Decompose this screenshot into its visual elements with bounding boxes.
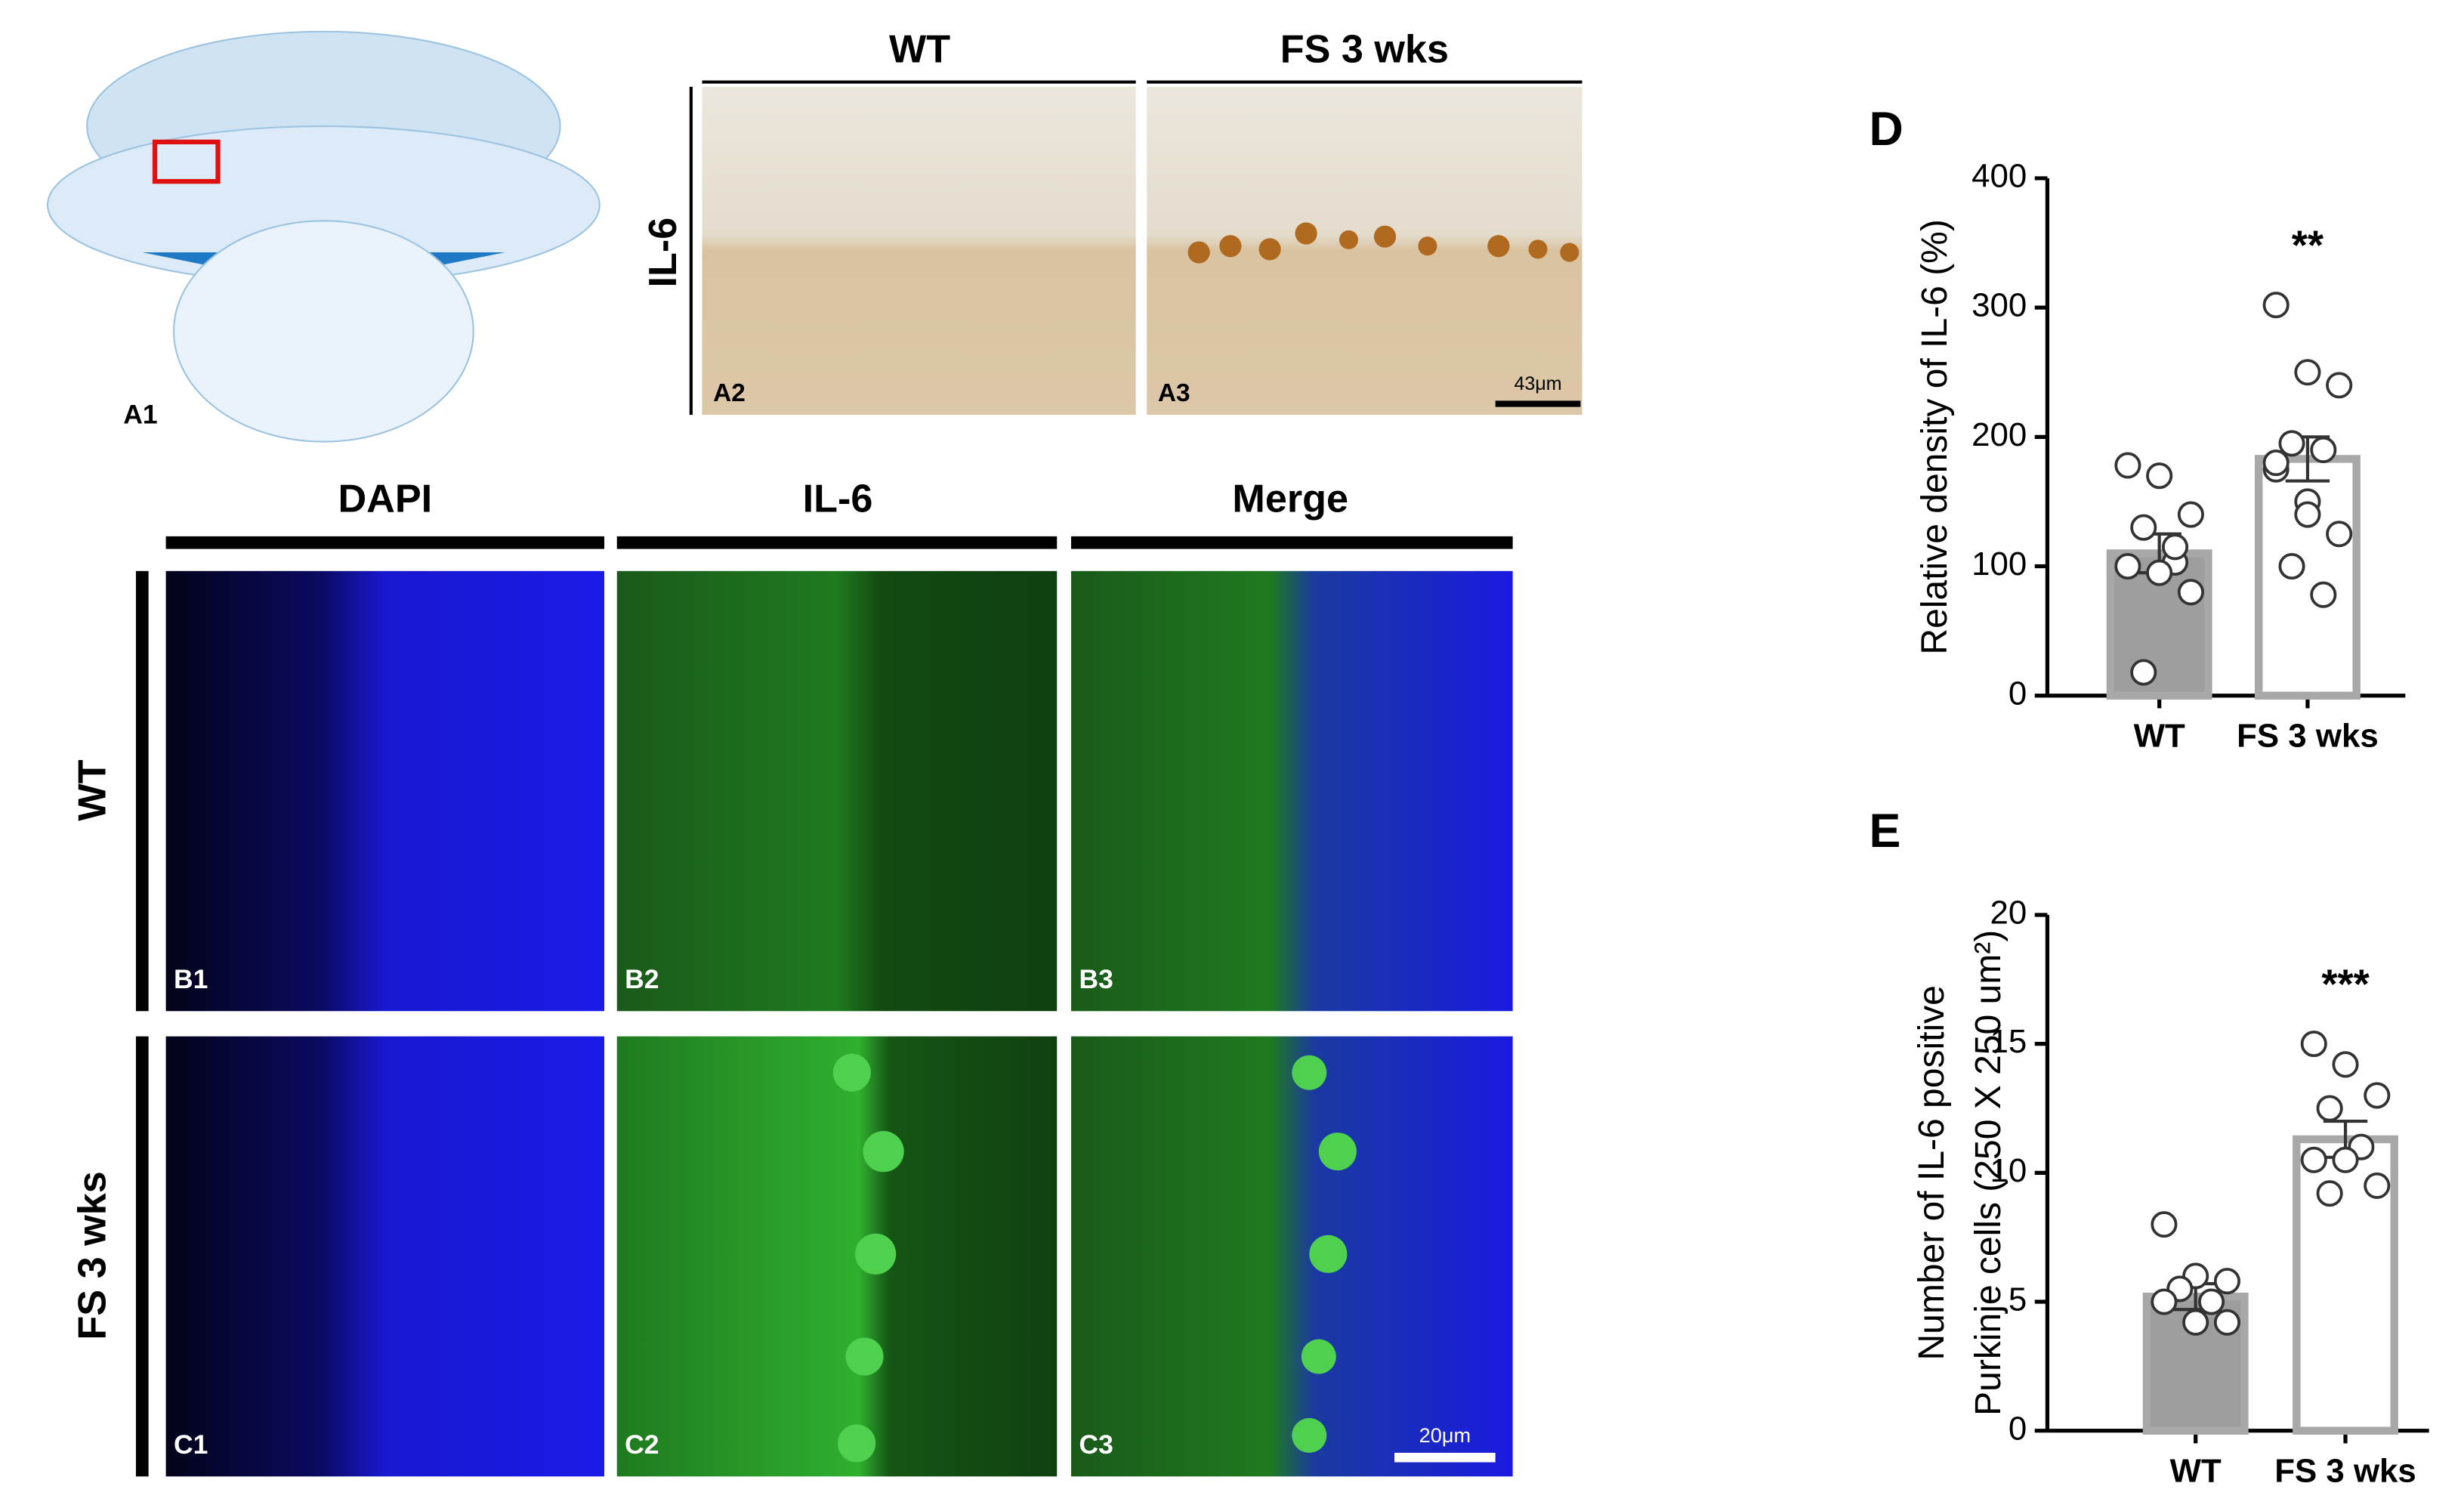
- y-axis-label: Relative density of IL-6 (%): [1915, 219, 1955, 654]
- panel-label: B2: [625, 964, 659, 994]
- scale-label: 20μm: [1419, 1423, 1471, 1447]
- micrograph: [1071, 1036, 1513, 1477]
- column-label: Merge: [1232, 477, 1348, 521]
- micrograph: [616, 1036, 1058, 1477]
- x-tick-label: FS 3 wks: [2274, 1453, 2416, 1490]
- data-point: [2294, 501, 2321, 528]
- data-point: [2182, 1309, 2209, 1336]
- significance: ***: [2321, 961, 2370, 1007]
- data-point: [2130, 659, 2157, 686]
- header-line: [165, 536, 605, 549]
- y-tick-label: 400: [1972, 158, 2027, 195]
- panel-letter: D: [1869, 103, 1903, 156]
- data-point: [2316, 1095, 2343, 1122]
- data-point: [2213, 1309, 2240, 1336]
- y-tick-label: 20: [1990, 895, 2027, 932]
- micrograph: [1071, 570, 1513, 1012]
- data-point: [2278, 430, 2305, 457]
- x-tick-label: WT: [2134, 718, 2185, 755]
- purkinje-cells: [832, 1053, 1357, 1463]
- data-point: [2294, 359, 2321, 386]
- micrograph: [702, 86, 1136, 416]
- y-tick-label: 0: [2009, 675, 2027, 712]
- data-point: [2162, 533, 2189, 561]
- y-tick-label: 200: [1972, 416, 2027, 453]
- row-label: FS 3 wks: [70, 1171, 114, 1340]
- panel-label: A2: [713, 379, 746, 407]
- data-point: [2278, 553, 2305, 580]
- row-label: WT: [70, 759, 114, 820]
- data-point: [2300, 1031, 2327, 1058]
- row-line: [135, 570, 149, 1012]
- y-axis-label: Number of IL-6 positive: [1912, 985, 1952, 1360]
- data-point: [2262, 450, 2290, 477]
- column-label: DAPI: [338, 477, 432, 521]
- header-line: [1071, 536, 1513, 549]
- y-tick-label: 300: [1972, 287, 2027, 324]
- data-point: [2364, 1082, 2391, 1109]
- purkinje-cells: [1187, 222, 1579, 264]
- y-tick-label: 100: [1972, 545, 2027, 582]
- panel-label: B3: [1079, 964, 1113, 994]
- data-point: [2310, 436, 2337, 463]
- data-point: [2332, 1146, 2359, 1173]
- data-point: [2262, 292, 2290, 319]
- data-point: [2310, 581, 2337, 608]
- column-label: WT: [889, 28, 950, 72]
- column-label: IL-6: [803, 477, 873, 521]
- panel-label: C3: [1079, 1429, 1113, 1460]
- data-point: [2177, 501, 2204, 528]
- significance: **: [2292, 222, 2324, 268]
- scale-label: 43μm: [1514, 373, 1561, 394]
- data-point: [2213, 1268, 2240, 1295]
- y-axis-label: Purkinje cells (250 X 250 um²): [1968, 930, 2009, 1416]
- column-label: FS 3 wks: [1280, 28, 1449, 72]
- panel-label: A1: [123, 400, 157, 430]
- data-point: [2151, 1211, 2178, 1238]
- header-line: [616, 536, 1058, 549]
- data-point: [2177, 579, 2204, 606]
- data-point: [2198, 1288, 2225, 1315]
- data-point: [2130, 514, 2157, 541]
- data-point: [2364, 1172, 2391, 1199]
- panel-label: C1: [174, 1429, 208, 1460]
- y-tick-label: 0: [2009, 1410, 2027, 1447]
- data-point: [2300, 1146, 2327, 1173]
- data-point: [2326, 521, 2353, 548]
- data-point: [2332, 1051, 2359, 1078]
- data-point: [2114, 452, 2141, 479]
- data-point: [2146, 559, 2173, 586]
- data-point: [2146, 462, 2173, 490]
- panel-label: B1: [174, 964, 208, 994]
- y-tick-label: 15: [1990, 1023, 2027, 1060]
- scale-bar: [1394, 1452, 1496, 1463]
- y-tick-label: 10: [1990, 1152, 2027, 1189]
- micrograph: [1147, 86, 1582, 416]
- y-tick-label: 5: [2009, 1281, 2027, 1318]
- panel-label: C2: [625, 1429, 659, 1460]
- data-point: [2151, 1288, 2178, 1315]
- micrograph: [165, 1036, 605, 1477]
- row-label: IL-6: [641, 218, 685, 288]
- x-tick-label: WT: [2170, 1453, 2222, 1490]
- micrograph: [165, 570, 605, 1012]
- x-tick-label: FS 3 wks: [2237, 718, 2379, 755]
- row-line: [135, 1036, 149, 1477]
- data-point: [2326, 372, 2353, 399]
- panel-label: A3: [1158, 379, 1190, 407]
- data-point: [2114, 553, 2141, 580]
- micrograph: [616, 570, 1058, 1012]
- panel-letter: E: [1869, 805, 1900, 858]
- brain-atlas: [46, 30, 601, 443]
- data-point: [2316, 1180, 2343, 1207]
